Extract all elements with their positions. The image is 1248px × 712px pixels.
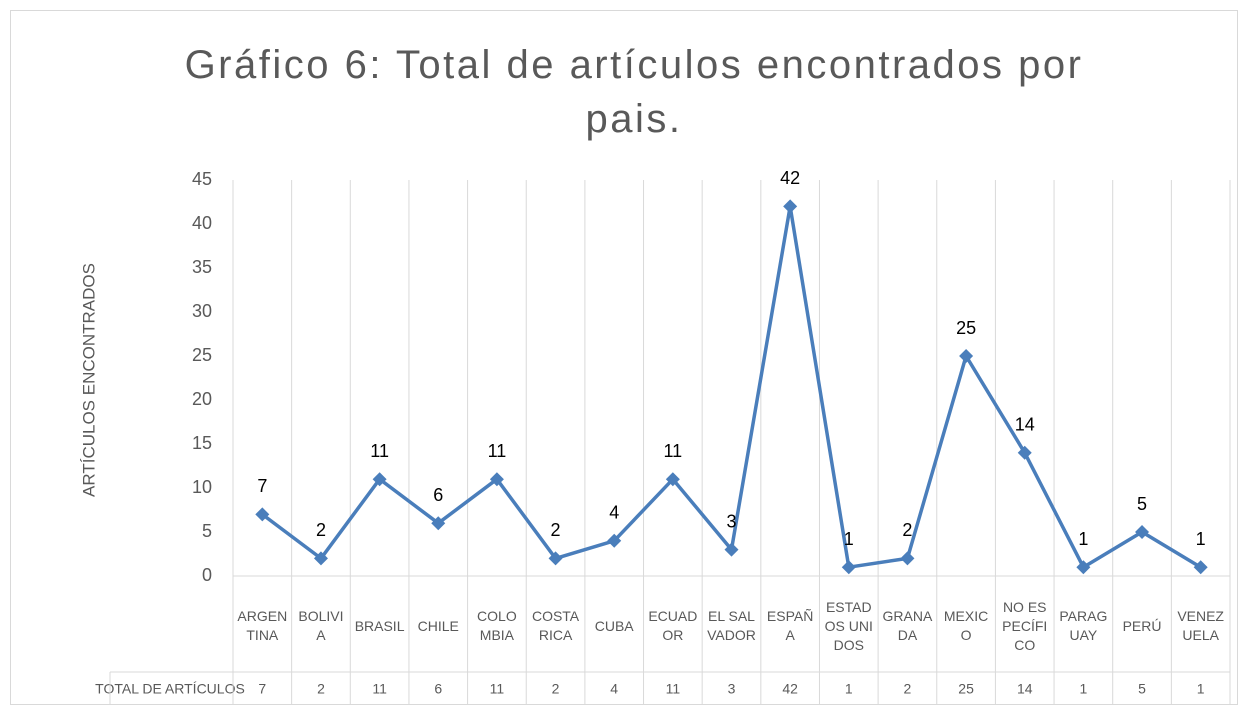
- data-label: 1: [1078, 529, 1088, 549]
- data-label: 2: [551, 520, 561, 540]
- data-label: 7: [257, 476, 267, 496]
- x-tick-label: ECUADOR: [648, 608, 698, 643]
- table-value: 25: [958, 681, 974, 697]
- x-tick-label: COSTA RICA: [531, 608, 580, 643]
- table-value: 5: [1138, 681, 1146, 697]
- table-value: 7: [258, 681, 266, 697]
- table-value: 11: [666, 681, 681, 697]
- point-marker: [1193, 560, 1208, 575]
- table-value: 4: [610, 681, 618, 697]
- y-tick-label: 5: [202, 521, 212, 541]
- x-tick-label: EL SALVADOR: [707, 608, 756, 643]
- data-label: 1: [1196, 529, 1206, 549]
- y-tick-label: 30: [192, 301, 212, 321]
- y-tick-label: 10: [192, 477, 212, 497]
- table-row-label: TOTAL DE ARTÍCULOS: [95, 681, 245, 697]
- chart-border: [10, 10, 1238, 705]
- y-tick-label: 20: [192, 389, 212, 409]
- x-tick-label: VENEZUELA: [1177, 608, 1224, 643]
- data-label: 11: [664, 441, 683, 461]
- data-label: 4: [609, 503, 619, 523]
- y-tick-label: 40: [192, 213, 212, 233]
- x-tick-label: ARGENTINA: [237, 608, 288, 643]
- y-tick-label: 35: [192, 257, 212, 277]
- data-label: 14: [1015, 415, 1035, 435]
- x-tick-label: PARAGUAY: [1059, 608, 1108, 643]
- table-value: 3: [728, 681, 736, 697]
- y-tick-label: 0: [202, 565, 212, 585]
- point-marker: [607, 533, 622, 548]
- x-tick-label: GRANADA: [882, 608, 933, 643]
- point-marker: [900, 551, 915, 566]
- data-label: 11: [488, 441, 507, 461]
- point-marker: [665, 472, 680, 487]
- point-marker: [1135, 525, 1150, 539]
- data-label: 2: [902, 520, 912, 540]
- table-value: 2: [904, 681, 912, 697]
- point-marker: [783, 199, 798, 214]
- table-value: 2: [317, 681, 325, 697]
- table-value: 1: [845, 681, 853, 697]
- x-tick-label: COLOMBIA: [477, 608, 517, 643]
- data-label: 2: [316, 520, 326, 540]
- x-tick-label: CHILE: [417, 617, 459, 634]
- y-axis-label: ARTÍCULOS ENCONTRADOS: [79, 263, 98, 497]
- table-value: 1: [1079, 681, 1087, 697]
- point-marker: [313, 551, 328, 566]
- table-value: 42: [782, 681, 798, 697]
- x-tick-label: BOLIVIA: [298, 608, 344, 643]
- x-tick-label: CUBA: [594, 617, 634, 634]
- point-marker: [841, 560, 856, 575]
- data-label: 3: [726, 511, 736, 531]
- data-label: 25: [956, 318, 976, 338]
- x-tick-label: BRASIL: [354, 617, 405, 634]
- data-label: 42: [780, 168, 800, 188]
- point-marker: [431, 516, 446, 531]
- data-label: 1: [844, 529, 854, 549]
- data-label: 5: [1137, 494, 1147, 514]
- x-tick-label: MEXICO: [943, 608, 989, 643]
- point-marker: [548, 551, 563, 566]
- table-value: 11: [490, 681, 505, 697]
- chart-title: Gráfico 6: Total de artículos encontrado…: [184, 43, 1084, 141]
- point-marker: [489, 472, 504, 487]
- y-tick-label: 15: [192, 433, 212, 453]
- table-value: 11: [372, 681, 387, 697]
- y-tick-label: 45: [192, 169, 212, 189]
- point-marker: [1017, 445, 1032, 460]
- point-marker: [959, 349, 974, 363]
- table-value: 6: [434, 681, 442, 697]
- point-marker: [372, 472, 387, 487]
- x-tick-label: ESPAÑA: [766, 608, 814, 643]
- data-label: 6: [433, 485, 443, 505]
- data-label: 11: [370, 441, 389, 461]
- point-marker: [255, 507, 270, 522]
- point-marker: [724, 542, 739, 557]
- table-value: 1: [1197, 681, 1205, 697]
- point-marker: [1076, 560, 1091, 575]
- y-tick-label: 25: [192, 345, 212, 365]
- x-tick-label: ESTADOS UNIDOS: [824, 598, 873, 653]
- x-tick-label: PERÚ: [1122, 617, 1162, 634]
- x-tick-label: NO ESPECÍFICO: [1002, 598, 1048, 653]
- table-value: 2: [552, 681, 560, 697]
- table-value: 14: [1017, 681, 1033, 697]
